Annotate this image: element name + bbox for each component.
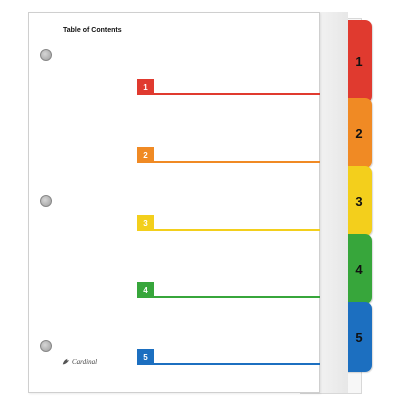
toc-entry-number-5: 5 [137,349,154,365]
binder-hole-icon [40,340,52,352]
table-of-contents-page: Table of Contents 1 2 3 4 5 Cardinal [28,12,320,393]
index-tab-number: 1 [355,54,363,69]
toc-entry-line-4 [154,296,320,298]
index-tab-number: 4 [355,261,363,277]
toc-entry-number-1: 1 [137,79,154,95]
toc-entry-number-3: 3 [137,215,154,231]
brand-name: Cardinal [72,358,98,366]
binder-hole-icon [40,195,52,207]
toc-entry-line-3 [154,229,320,231]
index-tab-2: 2 [346,98,372,168]
cardinal-bird-icon [62,358,70,365]
toc-entry-line-2 [154,161,320,163]
divider-edge [318,12,348,393]
brand-logo: Cardinal [62,358,97,366]
toc-entry-line-5 [154,363,320,365]
index-tab-number: 2 [355,125,363,141]
toc-entry-number-2: 2 [137,147,154,163]
toc-entry-line-1 [154,93,320,95]
index-tab-number: 3 [355,193,363,209]
index-tab-number: 5 [355,329,363,345]
toc-entry-number-4: 4 [137,282,154,298]
index-tab-1: 1 [346,20,372,103]
index-tab-3: 3 [346,166,372,236]
index-tab-4: 4 [346,234,372,304]
page-title: Table of Contents [63,27,122,34]
index-tab-5: 5 [346,302,372,372]
binder-hole-icon [40,49,52,61]
